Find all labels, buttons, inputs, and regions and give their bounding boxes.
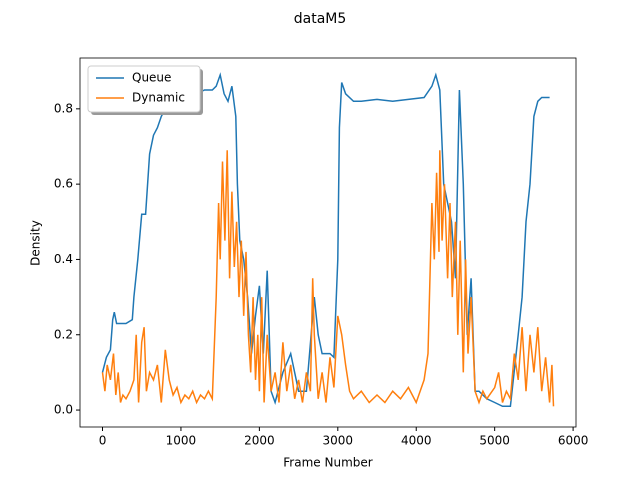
legend-label: Queue <box>132 71 171 85</box>
legend-label: Dynamic <box>132 91 185 105</box>
line <box>101 150 555 407</box>
y-tick-label: 0.2 <box>54 327 73 341</box>
chart-title: dataM5 <box>294 11 347 27</box>
x-tick-label: 2000 <box>244 434 275 448</box>
x-axis-label: Frame Number <box>283 456 372 470</box>
x-tick-label: 5000 <box>479 434 510 448</box>
y-axis-label: Density <box>29 220 43 266</box>
y-tick-label: 0.6 <box>54 177 73 191</box>
y-tick-label: 0.0 <box>54 403 73 417</box>
x-tick-label: 1000 <box>166 434 197 448</box>
x-tick-label: 0 <box>99 434 107 448</box>
x-tick-label: 6000 <box>558 434 589 448</box>
plot-frame <box>79 57 577 428</box>
line <box>101 72 550 408</box>
x-tick-label: 3000 <box>323 434 354 448</box>
y-tick-label: 0.8 <box>54 101 73 115</box>
y-tick-label: 0.4 <box>54 252 73 266</box>
x-tick-label: 4000 <box>401 434 432 448</box>
